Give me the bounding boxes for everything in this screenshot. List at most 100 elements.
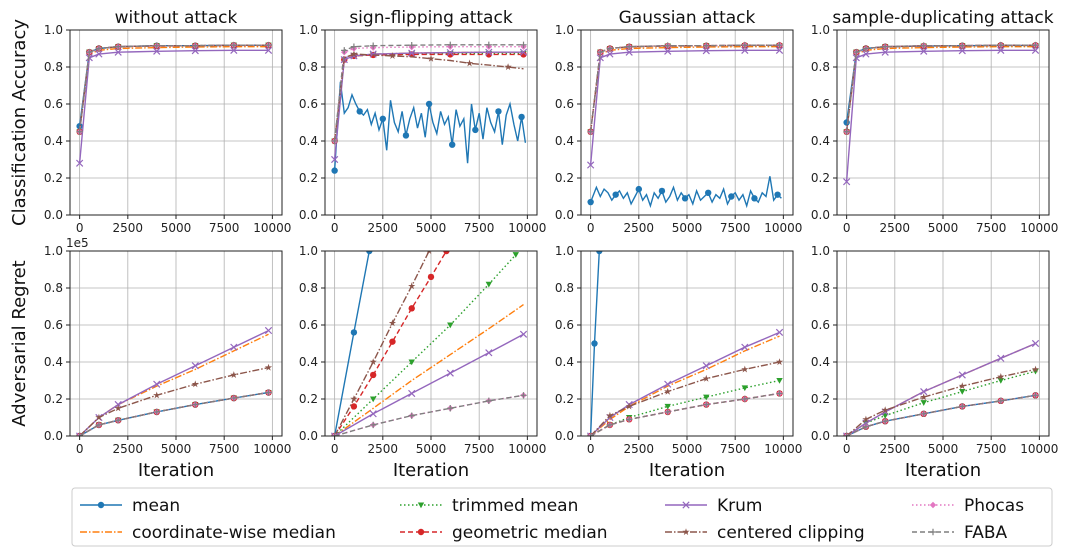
series-mean-marker (587, 198, 594, 206)
y-tick-label: 0.2 (44, 171, 63, 185)
legend-entry-faba: FABA (912, 523, 1008, 543)
x-tick-label: 5000 (161, 442, 192, 456)
series-mean-marker (449, 141, 456, 148)
series-faba-marker (853, 49, 860, 56)
x-tick-label: 10000 (1020, 442, 1058, 456)
series-krum-marker (775, 46, 784, 54)
series-line-krum (846, 342, 1036, 436)
y-tick-label: 0.2 (44, 392, 63, 406)
x-tick-label: 7500 (976, 221, 1007, 235)
series-line-faba (845, 44, 1036, 132)
series-faba-marker (997, 397, 1005, 405)
series-trimmed-mean-marker (741, 385, 749, 392)
y-tick-label: 0.4 (811, 134, 830, 148)
series-krum-marker (519, 48, 528, 56)
series-centered-clipping-marker (427, 54, 435, 62)
series-line-trimmed-mean (589, 44, 780, 132)
subplot-title: Gaussian attack (619, 8, 756, 28)
series-faba-marker (881, 418, 889, 425)
legend-entry-mean: mean (80, 496, 180, 516)
x-tick-label: 5000 (928, 442, 959, 456)
series-faba-marker (776, 41, 783, 49)
series-line-faba (590, 392, 780, 436)
series-mean-marker (402, 132, 410, 139)
y-tick-label: 0.8 (811, 281, 830, 295)
y-tick-label: 0.4 (811, 355, 830, 369)
series-centered-clipping-marker (920, 393, 928, 401)
series-faba-marker (192, 401, 199, 408)
legend-marker (929, 501, 937, 509)
series-faba-marker (408, 41, 415, 49)
series-krum-marker (331, 155, 339, 164)
series-faba-marker (447, 41, 454, 48)
series-trimmed-mean-marker (920, 400, 927, 406)
series-faba-marker (843, 432, 850, 436)
series-krum-marker (1031, 339, 1040, 348)
series-line-coordinate-wise-median (845, 46, 1036, 132)
x-tick-label: 5000 (161, 221, 192, 235)
y-tick-label: 0.4 (555, 355, 574, 369)
series-faba-marker (625, 43, 633, 50)
series-mean-marker (472, 126, 479, 134)
series-faba-marker (959, 403, 966, 410)
series-krum-marker (997, 46, 1005, 54)
legend-label: centered clipping (717, 523, 865, 543)
series-faba-marker (881, 43, 889, 50)
series-krum-marker (446, 369, 454, 377)
x-tick-label: 5000 (672, 442, 703, 456)
series-centered-clipping-marker (775, 358, 784, 366)
legend-marker (417, 528, 425, 536)
series-centered-clipping-marker (191, 380, 199, 388)
y-axis-label: Adversarial Regret (9, 260, 30, 426)
y-tick-label: 1.0 (44, 244, 63, 258)
y-tick-label: 0.0 (555, 208, 574, 222)
x-axis-label: Iteration (905, 460, 981, 481)
series-faba-marker (741, 395, 749, 403)
y-tick-label: 0.2 (811, 392, 830, 406)
series-line-geometric-median (78, 44, 269, 132)
legend-marker (682, 528, 690, 536)
series-faba-marker (997, 41, 1005, 49)
series-group (587, 41, 784, 209)
series-line-krum (79, 329, 269, 436)
series-centered-clipping-marker (264, 363, 273, 371)
legend-entry-geometric_median: geometric median (400, 523, 608, 543)
series-line-phocas (78, 44, 269, 132)
series-mean-marker (728, 193, 735, 200)
series-centered-clipping-marker (606, 411, 614, 419)
series-trimmed-mean-marker (776, 377, 783, 384)
series-faba-marker (265, 389, 272, 396)
series-faba-marker (192, 42, 199, 49)
series-geometric-median-marker (369, 371, 377, 379)
series-faba-marker (447, 405, 454, 412)
subplot-3: 0 2500 5000 7500 10000 0.0 0.2 0.4 0.6 0.8 1.0 Gaus… (555, 8, 803, 235)
y-tick-label: 0.6 (555, 97, 574, 111)
y-tick-label: 0.8 (555, 281, 574, 295)
x-tick-label: 7500 (464, 442, 495, 456)
series-faba-marker (265, 41, 272, 49)
series-faba-marker (408, 412, 415, 419)
series-centered-clipping-marker (426, 251, 432, 255)
series-krum-marker (519, 330, 528, 338)
series-line-faba (333, 44, 524, 142)
legend-label: Krum (717, 496, 762, 516)
series-line-phocas (589, 44, 780, 132)
series-geometric-median-marker (350, 403, 358, 410)
series-mean-marker (366, 251, 373, 255)
series-line-geometric-median (589, 44, 780, 132)
x-tick-label: 2500 (624, 442, 655, 456)
subplot-1: 0 2500 5000 7500 10000 0.0 0.2 0.4 0.6 0.8 1.0 with… (9, 8, 291, 235)
series-centered-clipping-marker (153, 391, 161, 399)
y-tick-label: 0.2 (555, 171, 574, 185)
series-mean-marker (635, 185, 643, 193)
subplot-title: sign-flipping attack (349, 8, 512, 28)
y-tick-label: 0.0 (299, 208, 318, 222)
series-centered-clipping-marker (114, 404, 122, 412)
series-trimmed-mean-marker (369, 396, 377, 403)
series-mean-marker (591, 340, 598, 347)
series-faba-marker (485, 41, 493, 48)
series-line-faba (334, 394, 524, 436)
series-faba-marker (153, 408, 160, 416)
series-line-geometric-median (845, 44, 1036, 132)
x-tick-label: 0 (76, 442, 84, 456)
